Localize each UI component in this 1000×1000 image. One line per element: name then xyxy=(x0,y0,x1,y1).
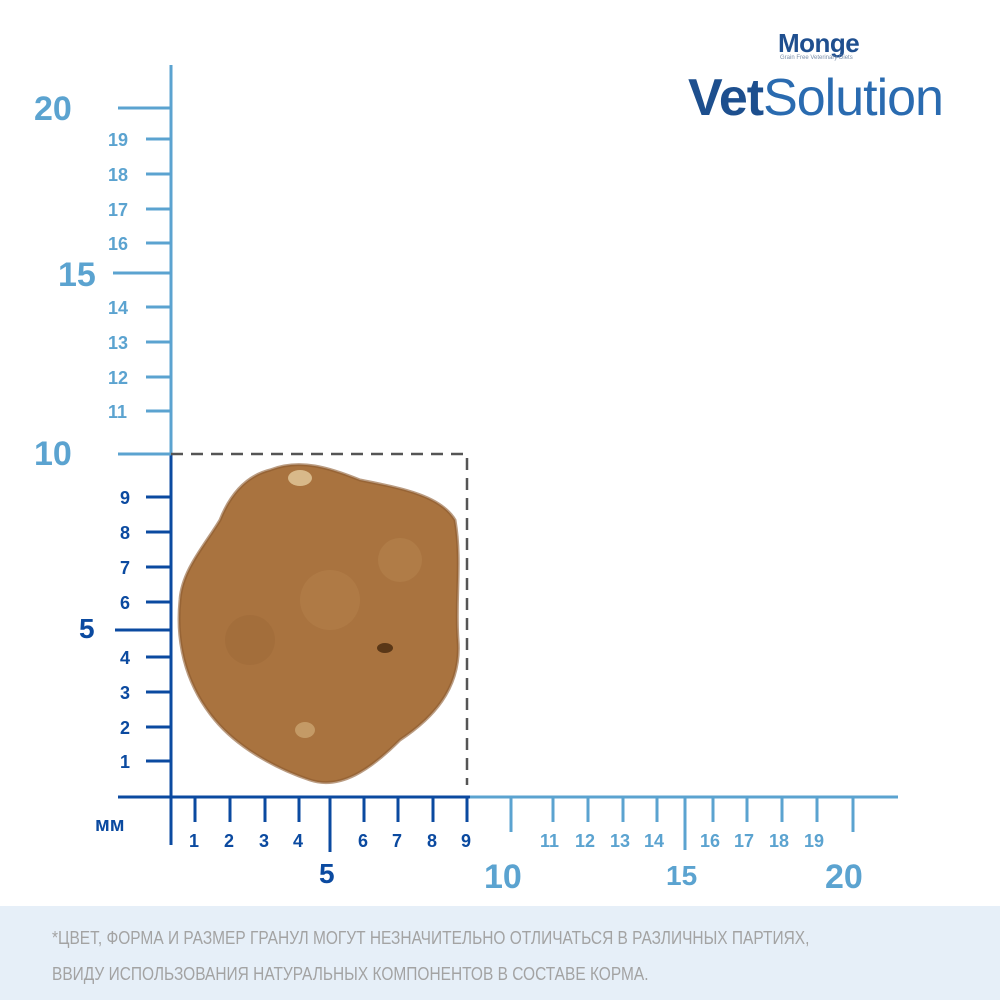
v-label-7: 7 xyxy=(120,558,131,578)
v-label-14: 14 xyxy=(108,298,129,318)
v-label-5: 5 xyxy=(79,613,95,644)
v-label-16: 16 xyxy=(108,234,129,254)
v-label-13: 13 xyxy=(108,333,129,353)
v-label-1: 1 xyxy=(120,752,131,772)
h-label-3: 3 xyxy=(259,831,270,851)
h-label-2: 2 xyxy=(224,831,235,851)
v-label-8: 8 xyxy=(120,523,131,543)
v-label-3: 3 xyxy=(120,683,131,703)
unit-label: мм xyxy=(95,814,125,836)
v-label-18: 18 xyxy=(108,165,129,185)
v-label-4: 4 xyxy=(120,648,131,668)
h-label-7: 7 xyxy=(392,831,403,851)
v-label-6: 6 xyxy=(120,593,131,613)
kibble-image xyxy=(177,463,460,785)
h-label-20: 20 xyxy=(825,858,863,896)
v-label-15: 15 xyxy=(58,256,96,294)
vetsolution-logo: VetSolution xyxy=(688,69,944,127)
h-label-6: 6 xyxy=(358,831,369,851)
disclaimer-line-2: ВВИДУ ИСПОЛЬЗОВАНИЯ НАТУРАЛЬНЫХ КОМПОНЕН… xyxy=(52,964,649,984)
v-label-17: 17 xyxy=(108,200,129,220)
h-label-5: 5 xyxy=(319,858,335,889)
v-label-20: 20 xyxy=(34,90,72,128)
h-label-4: 4 xyxy=(293,831,304,851)
disclaimer-banner: *ЦВЕТ, ФОРМА И РАЗМЕР ГРАНУЛ МОГУТ НЕЗНА… xyxy=(0,906,1000,1000)
disclaimer-line-1: *ЦВЕТ, ФОРМА И РАЗМЕР ГРАНУЛ МОГУТ НЕЗНА… xyxy=(52,928,810,948)
monge-logo: Monge xyxy=(778,28,860,58)
h-label-11: 11 xyxy=(540,831,560,851)
h-label-8: 8 xyxy=(427,831,438,851)
v-label-10: 10 xyxy=(34,435,72,473)
h-label-10: 10 xyxy=(484,858,522,896)
h-label-17: 17 xyxy=(734,831,755,851)
h-label-13: 13 xyxy=(610,831,631,851)
h-label-18: 18 xyxy=(769,831,790,851)
h-label-12: 12 xyxy=(575,831,596,851)
h-label-19: 19 xyxy=(804,831,825,851)
v-label-2: 2 xyxy=(120,718,131,738)
h-label-9: 9 xyxy=(461,831,472,851)
v-label-12: 12 xyxy=(108,368,129,388)
v-label-19: 19 xyxy=(108,130,129,150)
brand-tagline: Grain Free Veterinary Diets xyxy=(780,55,853,61)
h-label-1: 1 xyxy=(189,831,200,851)
h-label-14: 14 xyxy=(644,831,665,851)
ruler-graphic xyxy=(113,65,898,852)
v-label-11: 11 xyxy=(108,402,128,422)
h-label-16: 16 xyxy=(700,831,721,851)
v-label-9: 9 xyxy=(120,488,131,508)
h-label-15: 15 xyxy=(666,860,698,891)
